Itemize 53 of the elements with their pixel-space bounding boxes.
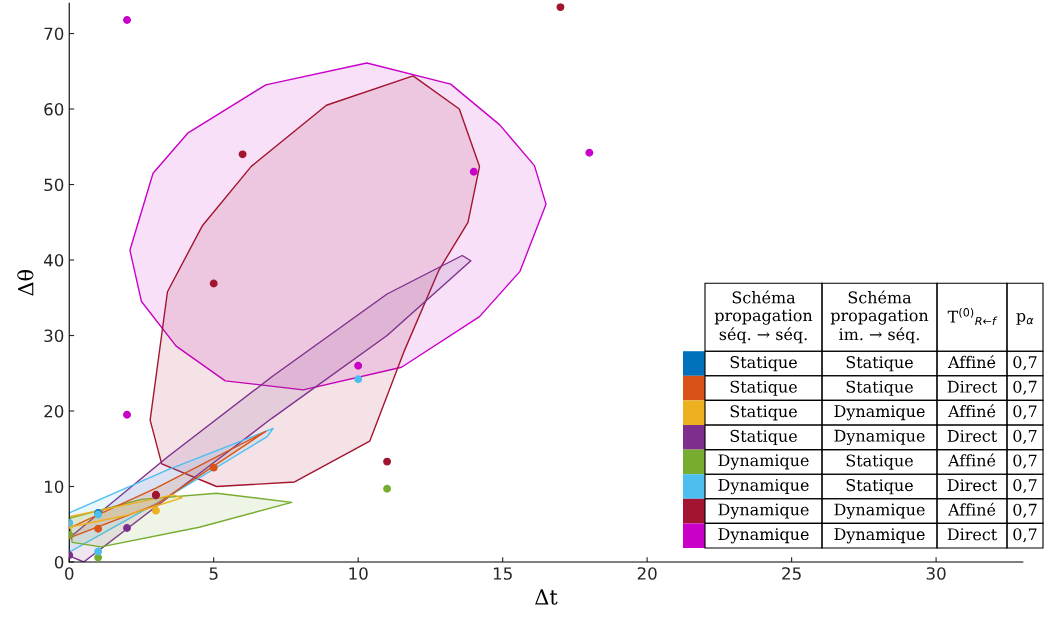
annotation: 0,7 xyxy=(1013,454,1037,469)
annotation: Affiné xyxy=(947,502,996,516)
annotation: Statique xyxy=(846,356,913,372)
annotation: 0,7 xyxy=(1013,356,1037,371)
annotation: Dynamique xyxy=(718,454,809,470)
y-tick-label: 20 xyxy=(44,404,64,418)
y-tick-label: 40 xyxy=(43,253,64,267)
annotation: Dynamique xyxy=(718,528,809,544)
annotation: 0,7 xyxy=(1013,479,1037,494)
annotation: Direct xyxy=(947,380,998,393)
annotation: Affiné xyxy=(947,355,996,369)
annotation: Affiné xyxy=(947,453,996,467)
annotation: Dynamique xyxy=(834,528,925,544)
y-tick-label: 70 xyxy=(44,27,64,41)
annotation: 0,7 xyxy=(1013,380,1037,395)
annotation: 0,7 xyxy=(1013,405,1037,420)
x-tick-label: 30 xyxy=(926,567,946,580)
annotation: Dynamique xyxy=(834,405,925,421)
annotation: Dynamique xyxy=(834,429,925,446)
annotation: 0,7 xyxy=(1013,528,1037,543)
x-tick-label: 0 xyxy=(65,567,74,580)
y-axis-title: Δθ xyxy=(17,269,34,296)
annotation: Statique xyxy=(730,405,797,421)
annotation: Schéma propagation im. → séq. xyxy=(830,290,929,344)
x-tick-label: 15 xyxy=(493,567,512,580)
annotation: 0,7 xyxy=(1013,503,1037,518)
x-tick-label: 10 xyxy=(349,567,368,580)
annotation: T$^{(0)}$$_{R←f}$ xyxy=(947,307,998,326)
annotation: Statique xyxy=(730,356,797,372)
annotation: Dynamique xyxy=(834,503,925,519)
annotation: Dynamique xyxy=(718,503,809,519)
annotation: Direct xyxy=(947,479,998,492)
y-tick-label: 50 xyxy=(44,178,64,192)
y-tick-label: 0 xyxy=(54,555,64,569)
annotation: Statique xyxy=(730,380,797,396)
y-tick-label: 30 xyxy=(44,329,64,343)
annotation: Statique xyxy=(730,429,797,446)
annotation: Direct xyxy=(947,429,998,442)
annotation: Statique xyxy=(846,380,913,396)
x-axis-title: Δt xyxy=(535,589,558,605)
x-tick-label: 5 xyxy=(209,567,218,580)
annotation: Statique xyxy=(846,479,913,495)
x-tick-label: 20 xyxy=(637,567,657,580)
y-tick-label: 10 xyxy=(45,480,64,494)
annotation: Dynamique xyxy=(718,478,809,495)
annotation: Direct xyxy=(947,528,998,541)
x-tick-label: 25 xyxy=(782,567,801,580)
y-tick-label: 60 xyxy=(44,102,64,116)
annotation: Schéma propagation séq. → séq. xyxy=(714,290,813,344)
annotation: p$_{α}$ xyxy=(1016,312,1034,325)
annotation: 0,7 xyxy=(1013,429,1037,444)
annotation: Affiné xyxy=(947,404,996,418)
annotation: Statique xyxy=(846,454,913,470)
